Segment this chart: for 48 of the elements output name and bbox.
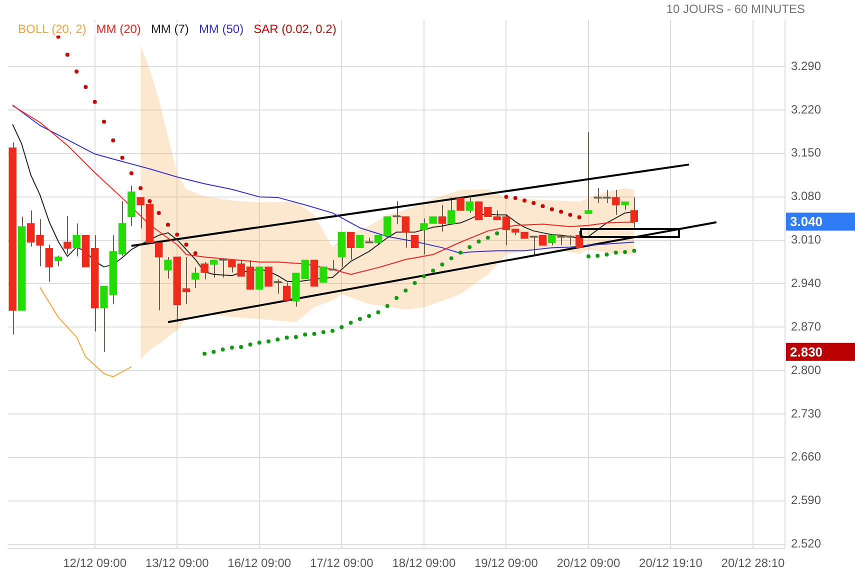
- text: MM (20): [96, 22, 141, 36]
- text: 2.830: [790, 344, 823, 360]
- x-tick-label: 20/12 28:10: [721, 556, 786, 570]
- y-tick-label: 3.220: [791, 102, 822, 116]
- x-tick-label: 16/12 09:00: [228, 556, 292, 570]
- candlestick: [456, 198, 464, 211]
- text: MM (50): [198, 22, 244, 36]
- candlestick: [64, 216, 72, 254]
- candlestick: [346, 232, 355, 260]
- candlestick: [164, 256, 172, 280]
- candlestick: [584, 132, 592, 214]
- x-tick-label: 12/12 09:00: [63, 556, 127, 570]
- candlestick: [466, 198, 474, 214]
- x-tick-label: 18/12 09:00: [392, 556, 456, 570]
- y-tick-label: 2.520: [791, 536, 822, 551]
- x-tick-label: 20/12 19:10: [639, 556, 703, 570]
- x-tick-label: 13/12 09:00: [145, 556, 210, 570]
- annotation: BOLL (20, 2): [18, 22, 86, 36]
- candlestick: [630, 196, 638, 228]
- candlestick: [356, 234, 364, 248]
- text: 3.040: [790, 214, 823, 230]
- y-tick-label: 2.940: [791, 276, 822, 290]
- candlestick: [410, 234, 419, 248]
- candlestick: [282, 282, 291, 301]
- y-tick-label: 3.010: [791, 232, 822, 247]
- x-tick-label: 20/12 09:00: [556, 556, 620, 570]
- candlestick: [448, 196, 456, 224]
- x-tick-label: 17/12 09:00: [310, 556, 374, 570]
- chart-subtitle: 10 JOURS - 60 MINUTES: [666, 2, 805, 16]
- candlestick: [200, 261, 208, 280]
- x-tick-label: 19/12 09:00: [474, 556, 538, 570]
- y-tick-label: 3.150: [791, 146, 822, 160]
- y-tick-label: 2.800: [791, 362, 822, 377]
- text: MM (7): [150, 22, 189, 36]
- y-tick-label: 2.870: [791, 319, 822, 334]
- candlestick: [72, 223, 80, 257]
- y-tick-label: 2.660: [791, 450, 822, 464]
- candlestick: [192, 267, 200, 289]
- candlestick: [54, 255, 62, 267]
- y-tick-label: 2.590: [791, 493, 822, 508]
- candlestick: [45, 244, 53, 282]
- candlestick: [256, 266, 264, 290]
- y-tick-label: 2.730: [791, 406, 822, 420]
- y-tick-label: 3.290: [791, 58, 822, 73]
- candlestick: [538, 234, 547, 246]
- candlestick: [438, 204, 446, 232]
- text: SAR (0.02, 0.2): [254, 22, 336, 36]
- y-tick-label: 3.080: [791, 189, 822, 204]
